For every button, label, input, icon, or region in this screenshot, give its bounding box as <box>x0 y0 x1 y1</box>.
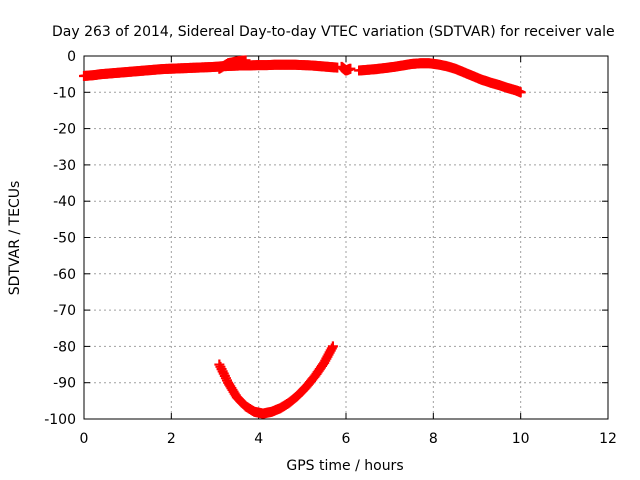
axis-ticks <box>83 55 609 420</box>
y-tick-label: -70 <box>53 303 76 319</box>
x-tick-label: 6 <box>342 431 351 447</box>
y-tick-label: -40 <box>53 194 76 210</box>
chart-title: Day 263 of 2014, Sidereal Day-to-day VTE… <box>52 24 615 40</box>
series-1 <box>79 59 343 81</box>
y-tick-label: -20 <box>53 122 76 138</box>
x-tick-label: 2 <box>167 431 176 447</box>
y-tick-label: -50 <box>53 231 76 247</box>
tick-labels: 0 2 4 6 8 10 12 0 -10 -20 -30 -40 -50 -60 -70 -80 -90 -10… <box>44 49 617 447</box>
y-tick-label: -100 <box>44 412 76 428</box>
data-point <box>345 63 356 74</box>
series-4 <box>354 58 526 98</box>
y-tick-label: -30 <box>53 158 76 174</box>
y-axis-label: SDTVAR / TECUs <box>7 181 23 296</box>
x-tick-label: 10 <box>512 431 530 447</box>
x-tick-label: 0 <box>80 431 89 447</box>
data-point <box>240 55 251 66</box>
x-tick-label: 8 <box>429 431 438 447</box>
grid-lines <box>84 56 608 419</box>
series-3 <box>336 61 356 76</box>
data-points <box>79 55 526 419</box>
data-point <box>515 87 526 98</box>
series-2 <box>214 55 251 74</box>
y-tick-label: -90 <box>53 376 76 392</box>
y-tick-label: -10 <box>53 85 76 101</box>
x-tick-label: 12 <box>599 431 617 447</box>
x-axis-label: GPS time / hours <box>286 458 403 474</box>
y-tick-label: -80 <box>53 339 76 355</box>
series-5 <box>214 341 338 419</box>
y-tick-label: -60 <box>53 267 76 283</box>
y-tick-label: 0 <box>67 49 76 65</box>
x-tick-label: 4 <box>254 431 263 447</box>
data-point <box>327 341 338 352</box>
